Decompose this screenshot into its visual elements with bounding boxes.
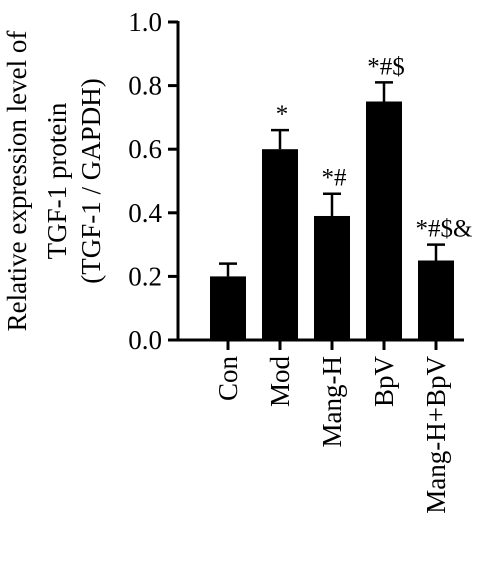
category-label: Mang-H+BpV (421, 356, 451, 514)
bar (262, 149, 298, 340)
category-label: Mang-H (317, 356, 347, 447)
category-label: Con (213, 356, 243, 402)
y-tick-label: 1.0 (128, 7, 162, 37)
bar (366, 101, 402, 340)
significance-label: *#$& (416, 216, 473, 243)
category-label: Mod (265, 356, 295, 408)
significance-label: *#$ (367, 53, 405, 80)
bar (210, 276, 246, 340)
y-axis-title: Relative expression level of TGF-1 protei… (2, 31, 106, 332)
y-tick-label: 0.2 (128, 261, 162, 291)
category-labels: Con Mod Mang-H BpV Mang-H+BpV (213, 356, 451, 514)
axes: 0.0 0.2 0.4 0.6 0.8 1.0 (128, 7, 464, 355)
y-axis-title-line: Relative expression level of (2, 31, 32, 332)
bar (314, 215, 350, 340)
y-tick-label: 0.8 (128, 71, 162, 101)
significance-label: *# (322, 165, 348, 192)
y-axis-title-line: (TGF-1 / GAPDH) (76, 78, 106, 284)
y-axis-title-line: TGF-1 protein (42, 102, 72, 259)
y-tick-label: 0.0 (128, 325, 162, 355)
significance-label: * (276, 101, 289, 128)
bar (418, 260, 454, 340)
y-tick-label: 0.4 (128, 198, 162, 228)
category-label: BpV (369, 356, 399, 408)
bars: * *# *#$ *#$& (210, 53, 472, 350)
y-tick-label: 0.6 (128, 134, 162, 164)
